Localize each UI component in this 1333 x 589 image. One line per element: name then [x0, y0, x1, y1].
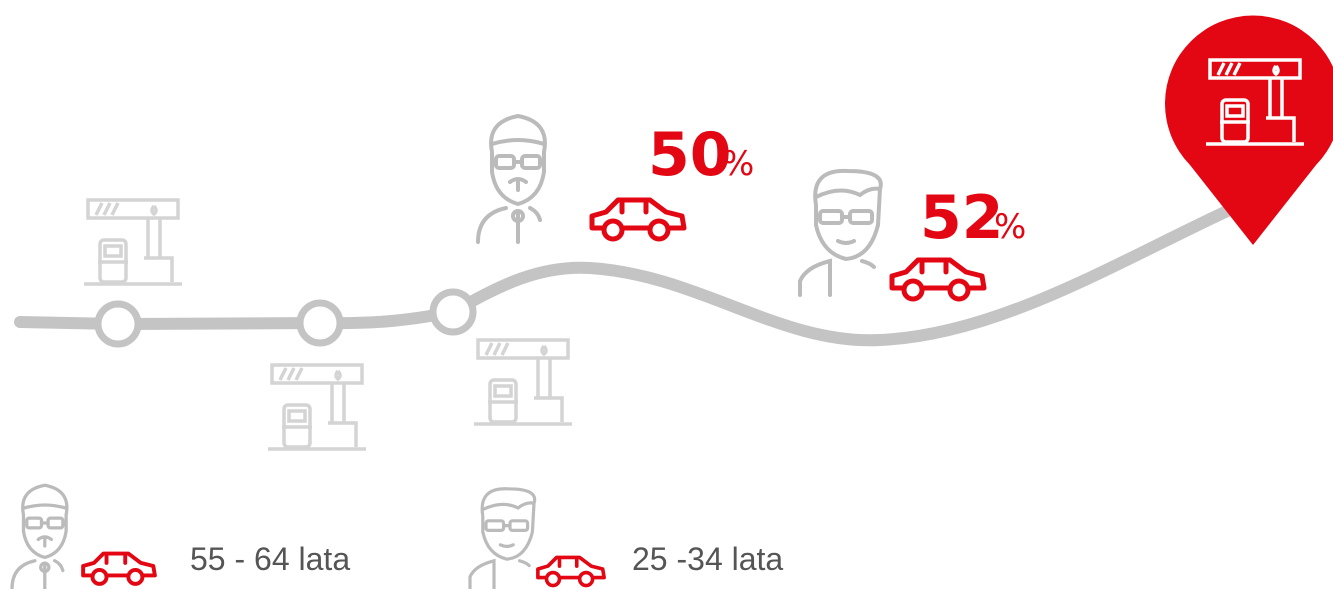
milestone	[98, 304, 138, 344]
station-icon	[84, 200, 182, 284]
legend-person	[470, 489, 535, 588]
stat-unit: %	[994, 207, 1026, 247]
legend-car	[538, 557, 604, 585]
road	[20, 205, 1240, 340]
infographic: 50 % 52 % 55 - 64 lata 25 -34 lata	[0, 0, 1333, 589]
milestone	[300, 303, 340, 343]
stat-value: 52	[920, 183, 1004, 253]
car-icon	[892, 260, 984, 299]
stat-value: 50	[648, 120, 732, 190]
milestone	[433, 292, 473, 332]
stat-unit: %	[722, 144, 754, 184]
page: 50 % 52 % 55 - 64 lata 25 -34 lata (() =…	[0, 0, 1333, 589]
legend-person	[12, 485, 67, 588]
person-icon	[478, 116, 545, 242]
person-icon	[800, 171, 881, 295]
legend-car	[83, 554, 155, 584]
station-icon	[474, 340, 572, 424]
legend-label: 55 - 64 lata	[190, 541, 350, 577]
station-icon	[268, 365, 366, 449]
legend-label: 25 -34 lata	[632, 541, 783, 577]
car-icon	[592, 200, 684, 239]
